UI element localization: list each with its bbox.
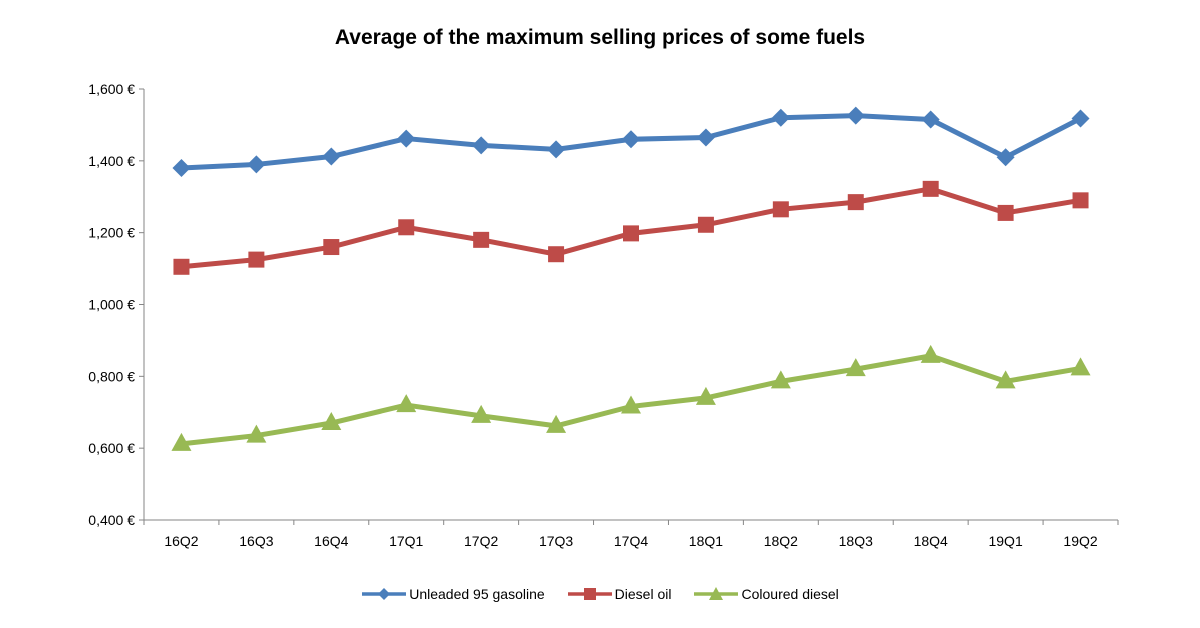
data-point-triangle xyxy=(546,414,567,433)
x-tick-label: 17Q1 xyxy=(389,533,423,549)
x-tick-label: 18Q3 xyxy=(839,533,873,549)
x-tick-label: 17Q4 xyxy=(614,533,648,549)
x-tick-label: 18Q1 xyxy=(689,533,723,549)
data-point-diamond xyxy=(172,159,191,178)
x-tick-label: 19Q2 xyxy=(1063,533,1097,549)
data-point-triangle xyxy=(845,358,866,377)
chart-title: Average of the maximum selling prices of… xyxy=(334,26,866,49)
data-point-diamond xyxy=(322,147,341,166)
data-point-square xyxy=(623,225,639,242)
data-point-triangle xyxy=(246,424,267,443)
data-point-diamond xyxy=(397,129,416,148)
data-point-square xyxy=(548,246,565,263)
legend-item-diesel: Diesel oil xyxy=(567,586,672,602)
data-point-square xyxy=(1072,192,1089,209)
data-point-diamond xyxy=(696,128,715,147)
x-tick-label: 18Q2 xyxy=(764,533,798,549)
data-point-triangle xyxy=(471,404,492,423)
data-point-diamond xyxy=(771,108,790,127)
legend-marker-triangle-icon xyxy=(694,587,739,600)
data-point-diamond xyxy=(1071,109,1090,128)
x-tick-label: 16Q4 xyxy=(314,533,348,549)
x-tick-label: 16Q3 xyxy=(239,533,273,549)
data-point-triangle xyxy=(396,394,417,413)
x-tick-label: 17Q3 xyxy=(539,533,573,549)
y-tick-label: 1,200 € xyxy=(88,225,135,241)
data-point-square xyxy=(772,201,789,218)
legend-marker-square-icon xyxy=(567,588,612,600)
y-tick-label: 0,400 € xyxy=(88,512,135,528)
data-point-diamond xyxy=(547,140,566,159)
legend-marker-diamond-icon xyxy=(362,588,407,600)
data-point-triangle xyxy=(1070,357,1091,376)
x-tick-label: 16Q2 xyxy=(164,533,198,549)
data-point-diamond xyxy=(996,148,1015,167)
data-point-diamond xyxy=(622,130,640,149)
data-point-square xyxy=(997,204,1014,221)
data-point-triangle xyxy=(995,370,1016,389)
data-point-triangle xyxy=(621,395,641,414)
data-point-triangle xyxy=(770,370,791,389)
legend-label-diesel: Diesel oil xyxy=(614,586,672,602)
data-point-triangle xyxy=(695,386,716,405)
data-point-square xyxy=(248,251,265,268)
data-point-diamond xyxy=(846,106,865,125)
legend-label-unleaded: Unleaded 95 gasoline xyxy=(409,586,545,602)
legend-item-unleaded: Unleaded 95 gasoline xyxy=(361,586,545,602)
data-point-triangle xyxy=(321,412,342,431)
data-point-triangle xyxy=(171,432,192,451)
data-point-diamond xyxy=(247,155,266,174)
x-tick-label: 17Q2 xyxy=(464,533,498,549)
data-point-triangle xyxy=(920,344,941,363)
x-tick-label: 18Q4 xyxy=(914,533,948,549)
data-point-square xyxy=(847,194,864,211)
y-tick-label: 0,800 € xyxy=(88,368,135,384)
y-tick-label: 0,600 € xyxy=(88,440,135,456)
chart-axes: 0,400 € 0,600 € 0,800 € 1,000 € 1,200 € 1,400… xyxy=(88,81,1119,549)
data-point-square xyxy=(398,219,415,236)
data-point-square xyxy=(473,231,490,248)
x-tick-label: 19Q1 xyxy=(988,533,1022,549)
legend-item-coloured: Coloured diesel xyxy=(693,586,839,602)
y-tick-label: 1,000 € xyxy=(88,297,135,313)
y-tick-label: 1,400 € xyxy=(88,153,135,169)
data-point-diamond xyxy=(921,110,940,129)
series-layer xyxy=(171,106,1091,451)
data-point-diamond xyxy=(472,136,491,155)
data-point-square xyxy=(173,258,190,275)
data-point-square xyxy=(323,239,340,256)
chart-legend: Unleaded 95 gasoline Diesel oil Coloured… xyxy=(0,586,1200,602)
data-point-square xyxy=(922,180,939,197)
y-tick-label: 1,600 € xyxy=(88,81,135,97)
legend-label-coloured: Coloured diesel xyxy=(741,586,839,602)
data-point-square xyxy=(697,216,714,233)
